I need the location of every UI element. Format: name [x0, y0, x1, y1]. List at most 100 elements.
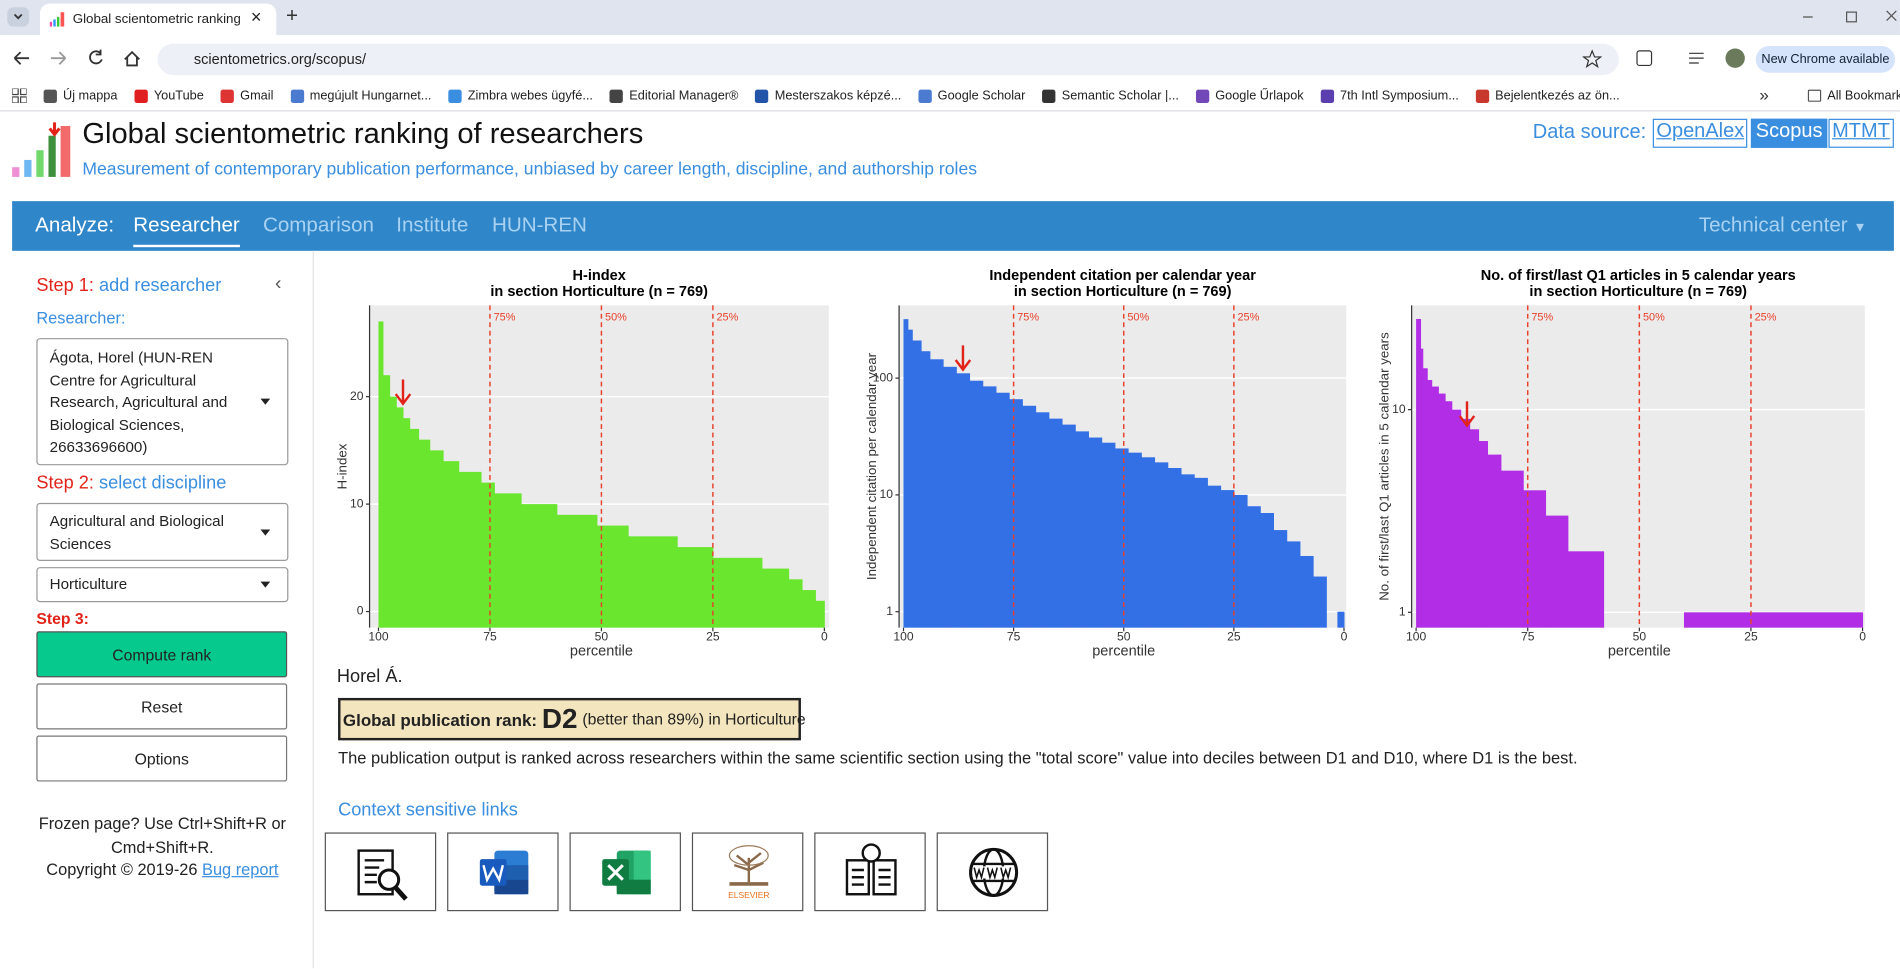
new-tab-button[interactable]: + — [285, 3, 299, 27]
excel-link[interactable] — [569, 832, 681, 912]
bookmark[interactable]: Gmail — [220, 88, 273, 103]
nav-technical-center[interactable]: Technical center ▼ — [1698, 213, 1867, 237]
section-select[interactable]: Horticulture — [36, 567, 289, 603]
bookmark[interactable]: Zimbra webes ügyfé... — [448, 88, 593, 103]
all-bookmarks-label: All Bookmarks — [1827, 88, 1900, 103]
x-axis-label: percentile — [570, 644, 633, 660]
toolbar-divider — [0, 110, 1900, 112]
word-link[interactable] — [447, 832, 559, 912]
data-source-scopus[interactable]: Scopus — [1750, 118, 1828, 148]
bookmark-star[interactable] — [1582, 49, 1602, 69]
nav-hun-ren[interactable]: HUN-REN — [491, 213, 587, 237]
bar — [1523, 490, 1547, 628]
bookmark[interactable]: 7th Intl Symposium... — [1320, 88, 1459, 103]
y-tick-label: 10 — [880, 487, 894, 501]
nav-label: Analyze: — [35, 213, 115, 237]
bar — [1299, 555, 1314, 628]
bar — [1273, 530, 1288, 628]
bookmark-label: Mesterszakos képzé... — [774, 88, 902, 103]
data-source-mtmt[interactable]: MTMT — [1828, 118, 1894, 148]
bar — [1337, 611, 1345, 628]
bookmark[interactable]: Mesterszakos képzé... — [755, 88, 901, 103]
chart-subtitle: in section Horticulture (n = 769) — [1529, 284, 1747, 300]
bar — [596, 525, 629, 628]
bar — [1469, 429, 1480, 628]
researcher-name: Horel Á. — [336, 666, 403, 688]
tab-close[interactable]: × — [250, 7, 262, 28]
position-marker — [1458, 401, 1476, 428]
reset-button[interactable]: Reset — [36, 683, 288, 730]
nav-buttons[interactable] — [10, 46, 143, 70]
bar — [443, 461, 460, 628]
bar — [956, 373, 971, 628]
all-bookmarks[interactable]: All Bookmarks — [1807, 88, 1900, 103]
bar — [1194, 477, 1208, 628]
bookmark-icon — [448, 89, 462, 103]
x-tick-label: 25 — [1744, 630, 1758, 644]
bar — [1247, 506, 1261, 628]
discipline-select[interactable]: Agricultural and Biological Sciences — [36, 502, 289, 562]
bar — [1220, 490, 1235, 628]
options-button[interactable]: Options — [36, 735, 288, 782]
tab-search-button[interactable] — [7, 7, 30, 27]
researcher-select[interactable]: Ágota, Horel (HUN-REN Centre for Agricul… — [36, 338, 289, 466]
bookmark[interactable]: megújult Hungarnet... — [290, 88, 431, 103]
compare-link[interactable] — [814, 832, 926, 912]
bar — [1487, 454, 1502, 628]
address-bar[interactable]: scientometrics.org/scopus/ — [157, 43, 1619, 76]
x-tick-label: 75 — [483, 630, 497, 644]
compute-rank-button[interactable]: Compute rank — [36, 631, 288, 678]
bar — [815, 600, 825, 628]
bookmark[interactable]: Editorial Manager® — [609, 88, 738, 103]
nav-institute[interactable]: Institute — [396, 213, 469, 237]
bug-report-link[interactable]: Bug report — [202, 860, 279, 879]
bar — [494, 493, 522, 628]
update-button[interactable]: New Chrome available — [1755, 46, 1896, 73]
chart-subtitle: in section Horticulture (n = 769) — [490, 284, 708, 300]
x-axis-label: percentile — [1608, 644, 1671, 660]
chart-subtitle: in section Horticulture (n = 769) — [1014, 284, 1232, 300]
bookmark-icon — [290, 89, 304, 103]
x-tick-label: 50 — [1117, 630, 1131, 644]
x-tick-label: 75 — [1007, 630, 1021, 644]
rank-detail: (better than 89%) in Horticulture — [582, 710, 806, 729]
bar — [761, 568, 790, 628]
bookmark[interactable]: Google Űrlapok — [1195, 88, 1304, 103]
bar — [1567, 551, 1605, 628]
apps-icon[interactable] — [12, 88, 27, 103]
site-title: Global scientometric ranking of research… — [82, 117, 644, 151]
x-tick-label: 100 — [893, 630, 913, 644]
sidebar-divider — [312, 250, 314, 969]
nav-comparison[interactable]: Comparison — [262, 213, 374, 237]
bookmark[interactable]: Semantic Scholar |... — [1042, 88, 1179, 103]
bookmarks-overflow[interactable]: » — [1759, 84, 1769, 105]
window-controls[interactable] — [1793, 7, 1900, 26]
bookmark-label: Semantic Scholar |... — [1061, 88, 1179, 103]
web-link[interactable] — [936, 832, 1049, 912]
rank-description: The publication output is ranked across … — [338, 748, 1578, 768]
copyright-line: Copyright © 2019-26 Bug report — [29, 860, 296, 878]
bar — [481, 482, 495, 628]
bookmark[interactable]: Bejelentkezés az ön... — [1475, 88, 1620, 103]
nav-researcher[interactable]: Researcher — [133, 213, 240, 248]
researcher-label: Researcher: — [36, 308, 126, 328]
collapse-sidebar[interactable]: ‹ — [275, 273, 282, 295]
tab-favicon — [49, 12, 65, 27]
bookmark[interactable]: Google Scholar — [918, 88, 1025, 103]
elsevier-link[interactable]: ELSEVIER — [691, 832, 804, 912]
active-tab[interactable]: Global scientometric ranking of × — [39, 3, 277, 36]
search-link[interactable] — [324, 832, 437, 912]
bookmark[interactable]: Új mappa — [43, 88, 117, 103]
bookmark[interactable]: YouTube — [134, 88, 204, 103]
bar — [1114, 448, 1129, 628]
data-source-openalex[interactable]: OpenAlex — [1652, 118, 1748, 148]
toolbar-icons[interactable] — [1633, 46, 1749, 70]
site-logo — [12, 122, 71, 177]
bookmark-icon — [43, 89, 57, 103]
x-tick-label: 100 — [1406, 630, 1426, 644]
bar — [1683, 612, 1864, 628]
nav-bar — [12, 201, 1894, 251]
